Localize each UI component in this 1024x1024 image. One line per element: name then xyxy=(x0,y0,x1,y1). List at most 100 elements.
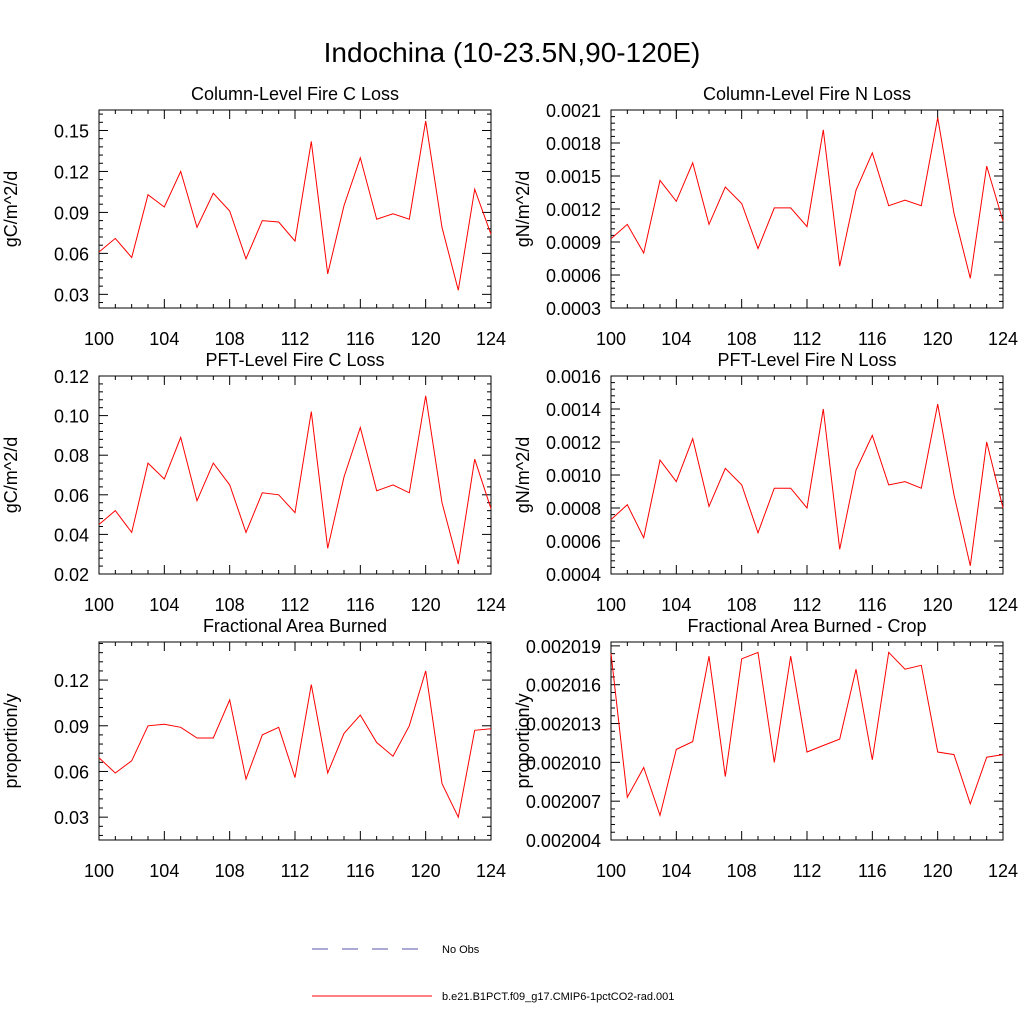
x-tick-label: 116 xyxy=(858,329,887,349)
x-tick-label: 112 xyxy=(793,595,822,615)
x-tick-label: 112 xyxy=(281,595,310,615)
x-tick-label: 108 xyxy=(215,861,245,881)
x-tick-label: 104 xyxy=(661,861,691,881)
x-tick-label: 120 xyxy=(923,329,953,349)
x-tick-label: 120 xyxy=(923,861,953,881)
y-tick-label: 0.0006 xyxy=(546,266,601,286)
series-line xyxy=(610,404,1004,566)
y-tick-label: 0.0003 xyxy=(546,299,601,319)
x-tick-label: 104 xyxy=(661,329,691,349)
x-tick-label: 108 xyxy=(727,595,757,615)
y-tick-label: 0.002007 xyxy=(526,792,601,812)
x-tick-label: 108 xyxy=(727,861,757,881)
x-tick-label: 100 xyxy=(596,329,626,349)
y-tick-label: 0.08 xyxy=(54,446,89,466)
plot-frame xyxy=(98,375,492,575)
plot-frame xyxy=(610,641,1004,841)
x-tick-label: 116 xyxy=(346,329,375,349)
y-tick-label: 0.0009 xyxy=(546,233,601,253)
y-tick-label: 0.002013 xyxy=(526,715,601,735)
panel-title: Fractional Area Burned - Crop xyxy=(687,616,926,636)
x-tick-label: 124 xyxy=(988,861,1018,881)
y-tick-label: 0.0016 xyxy=(546,367,601,387)
series-line xyxy=(98,120,492,291)
y-axis-label: gC/m^2/d xyxy=(1,437,21,513)
y-tick-label: 0.04 xyxy=(54,525,89,545)
plot-frame xyxy=(98,109,492,309)
x-tick-label: 112 xyxy=(281,861,310,881)
x-tick-label: 112 xyxy=(281,329,310,349)
x-tick-label: 108 xyxy=(215,595,245,615)
panel-title: Column-Level Fire N Loss xyxy=(703,84,911,104)
y-tick-label: 0.03 xyxy=(54,808,89,828)
x-tick-label: 100 xyxy=(84,595,114,615)
y-tick-label: 0.002004 xyxy=(526,831,601,851)
y-axis-label: gN/m^2/d xyxy=(513,171,533,247)
y-tick-label: 0.03 xyxy=(54,285,89,305)
chart-panel-6: 100 104 108 112 116 120 124 0.002004 0.002007 0.0… xyxy=(513,616,1018,881)
y-tick-label: 0.0012 xyxy=(546,200,601,220)
x-tick-label: 124 xyxy=(988,595,1018,615)
y-tick-label: 0.12 xyxy=(54,367,89,387)
plot-frame xyxy=(610,109,1004,309)
y-axis-label: proportion/y xyxy=(513,693,533,788)
series-line xyxy=(610,651,1004,818)
y-tick-label: 0.09 xyxy=(54,203,89,223)
y-axis-label: gC/m^2/d xyxy=(1,171,21,247)
y-tick-label: 0.0015 xyxy=(546,167,601,187)
legend-label-obs: No Obs xyxy=(442,944,480,956)
panel-title: PFT-Level Fire C Loss xyxy=(205,350,384,370)
y-tick-label: 0.0014 xyxy=(546,400,601,420)
x-tick-label: 104 xyxy=(661,595,691,615)
x-tick-label: 108 xyxy=(215,329,245,349)
chart-panel-4: 100 104 108 112 116 120 124 0.0004 0.0006 0.0008 0… xyxy=(513,350,1018,615)
y-axis-label: gN/m^2/d xyxy=(513,437,533,513)
x-tick-label: 104 xyxy=(149,329,179,349)
series-line xyxy=(98,670,492,819)
panel-title: Column-Level Fire C Loss xyxy=(191,84,399,104)
y-tick-label: 0.06 xyxy=(54,486,89,506)
series-line xyxy=(610,117,1004,279)
panels: 100 104 108 112 116 120 124 0.03 0.06 0.09 0.12 0.1… xyxy=(1,84,1018,881)
y-tick-label: 0.15 xyxy=(54,121,89,141)
chart-panel-1: 100 104 108 112 116 120 124 0.03 0.06 0.09 0.12 0.1… xyxy=(1,84,506,349)
y-tick-label: 0.002016 xyxy=(526,676,601,696)
chart-panel-5: 100 104 108 112 116 120 124 0.03 0.06 0.09 0.12 Fra… xyxy=(1,616,506,881)
y-axis-label: proportion/y xyxy=(1,693,21,788)
chart-panel-3: 100 104 108 112 116 120 124 0.02 0.04 0.06 0.08 0.1… xyxy=(1,350,506,615)
legend: No Obs b.e21.B1PCT.f09_g17.CMIP6-1pctCO2… xyxy=(312,944,674,1003)
y-tick-label: 0.12 xyxy=(54,162,89,182)
y-tick-label: 0.0018 xyxy=(546,134,601,154)
panel-title: PFT-Level Fire N Loss xyxy=(717,350,896,370)
x-tick-label: 124 xyxy=(476,861,506,881)
y-tick-label: 0.0006 xyxy=(546,532,601,552)
x-tick-label: 100 xyxy=(84,861,114,881)
x-tick-label: 100 xyxy=(596,861,626,881)
panel-title: Fractional Area Burned xyxy=(203,616,387,636)
y-tick-label: 0.002010 xyxy=(526,753,601,773)
x-tick-label: 104 xyxy=(149,861,179,881)
x-tick-label: 120 xyxy=(411,329,441,349)
plot-frame xyxy=(610,375,1004,575)
x-tick-label: 112 xyxy=(793,329,822,349)
legend-label-model: b.e21.B1PCT.f09_g17.CMIP6-1pctCO2-rad.00… xyxy=(442,991,674,1003)
series-line xyxy=(98,395,492,565)
x-tick-label: 104 xyxy=(149,595,179,615)
y-tick-label: 0.0008 xyxy=(546,499,601,519)
y-tick-label: 0.09 xyxy=(54,717,89,737)
y-tick-label: 0.02 xyxy=(54,565,89,585)
x-tick-label: 100 xyxy=(596,595,626,615)
y-tick-label: 0.002019 xyxy=(526,637,601,657)
x-tick-label: 112 xyxy=(793,861,822,881)
y-tick-label: 0.10 xyxy=(54,407,89,427)
x-tick-label: 120 xyxy=(411,595,441,615)
x-tick-label: 124 xyxy=(476,595,506,615)
y-tick-label: 0.0010 xyxy=(546,466,601,486)
x-tick-label: 124 xyxy=(476,329,506,349)
x-tick-label: 116 xyxy=(858,861,887,881)
y-tick-label: 0.0021 xyxy=(546,101,601,121)
chart-panel-2: 100 104 108 112 116 120 124 0.0003 0.0006 0.0009 0… xyxy=(513,84,1018,349)
y-tick-label: 0.0012 xyxy=(546,433,601,453)
x-tick-label: 116 xyxy=(858,595,887,615)
